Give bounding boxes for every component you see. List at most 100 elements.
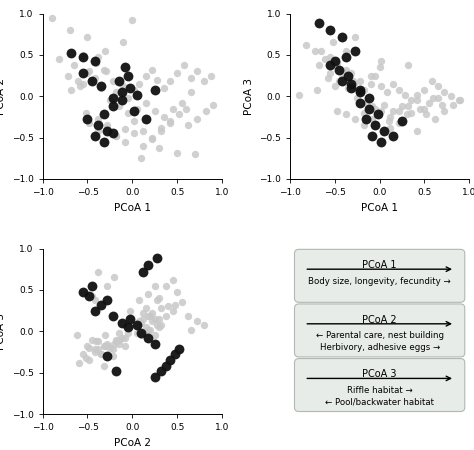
Point [100, 138, 108, 145]
Point [64, 72, 72, 79]
Point [404, 61, 412, 68]
Point [349, 78, 356, 85]
Point [187, 326, 194, 333]
Point [137, 332, 145, 339]
Point [351, 116, 358, 123]
Point [145, 326, 152, 333]
Point [103, 342, 111, 350]
Point [387, 124, 394, 131]
Point [172, 301, 179, 308]
Point [369, 132, 376, 140]
Point [336, 66, 343, 73]
Point [109, 352, 116, 360]
Point [88, 76, 96, 83]
Point [97, 351, 105, 358]
Text: PCoA 2: PCoA 2 [362, 315, 397, 325]
Point [175, 111, 182, 118]
Point [184, 122, 191, 129]
Point [166, 119, 173, 126]
Point [202, 108, 210, 115]
Point [91, 132, 99, 140]
Point [360, 109, 367, 117]
Point [128, 17, 136, 24]
Point [139, 310, 147, 317]
FancyBboxPatch shape [294, 304, 465, 357]
Point [184, 313, 191, 320]
Point [70, 61, 78, 68]
Point [139, 315, 147, 323]
Y-axis label: PCoA 3: PCoA 3 [0, 313, 6, 350]
Y-axis label: PCoA 3: PCoA 3 [244, 78, 254, 115]
Point [137, 320, 145, 327]
Point [100, 362, 108, 369]
Point [91, 296, 99, 303]
Point [333, 59, 340, 67]
Point [121, 334, 129, 342]
Point [115, 103, 123, 110]
Point [84, 33, 91, 40]
Point [88, 282, 96, 289]
Point [79, 288, 87, 295]
Point [347, 80, 355, 87]
Point [110, 340, 118, 347]
Point [438, 101, 446, 108]
Point [378, 138, 385, 145]
Text: PCoA 1: PCoA 1 [363, 260, 397, 270]
Point [360, 122, 367, 129]
Point [338, 74, 346, 81]
Point [148, 310, 156, 317]
Point [101, 47, 109, 54]
Point [112, 132, 120, 140]
Point [413, 127, 421, 135]
Point [431, 116, 439, 123]
Point [422, 111, 430, 118]
X-axis label: PCoA 1: PCoA 1 [114, 202, 151, 212]
Point [136, 318, 143, 325]
Point [378, 58, 385, 65]
Point [178, 99, 185, 107]
Point [191, 151, 199, 158]
Point [347, 84, 355, 91]
Point [137, 329, 145, 337]
Point [365, 105, 373, 112]
Point [146, 313, 154, 320]
Point [124, 94, 132, 102]
Point [169, 276, 176, 284]
Point [79, 51, 87, 59]
Point [148, 136, 156, 143]
Point [342, 111, 349, 118]
Point [102, 68, 110, 75]
FancyBboxPatch shape [294, 249, 465, 302]
Point [313, 86, 321, 93]
Point [351, 47, 358, 54]
Point [121, 342, 129, 350]
Point [97, 301, 105, 308]
Point [396, 119, 403, 126]
Point [97, 351, 105, 358]
Point [407, 109, 415, 117]
Point [154, 321, 161, 328]
FancyBboxPatch shape [294, 359, 465, 411]
Point [371, 72, 379, 79]
Point [302, 41, 310, 49]
Point [327, 53, 334, 60]
Point [133, 321, 141, 328]
Point [94, 116, 102, 123]
Point [363, 99, 370, 107]
Point [420, 105, 428, 112]
Point [354, 94, 361, 102]
Point [94, 338, 102, 345]
Point [378, 83, 385, 90]
Point [154, 296, 161, 303]
Point [160, 84, 167, 91]
Text: ← Parental care, nest building: ← Parental care, nest building [316, 331, 444, 340]
Point [164, 303, 172, 310]
Point [84, 342, 91, 350]
Point [91, 307, 99, 314]
Point [145, 290, 152, 297]
Point [118, 334, 125, 342]
Point [371, 105, 379, 112]
Point [455, 97, 462, 104]
Point [331, 61, 338, 68]
Point [101, 342, 109, 350]
